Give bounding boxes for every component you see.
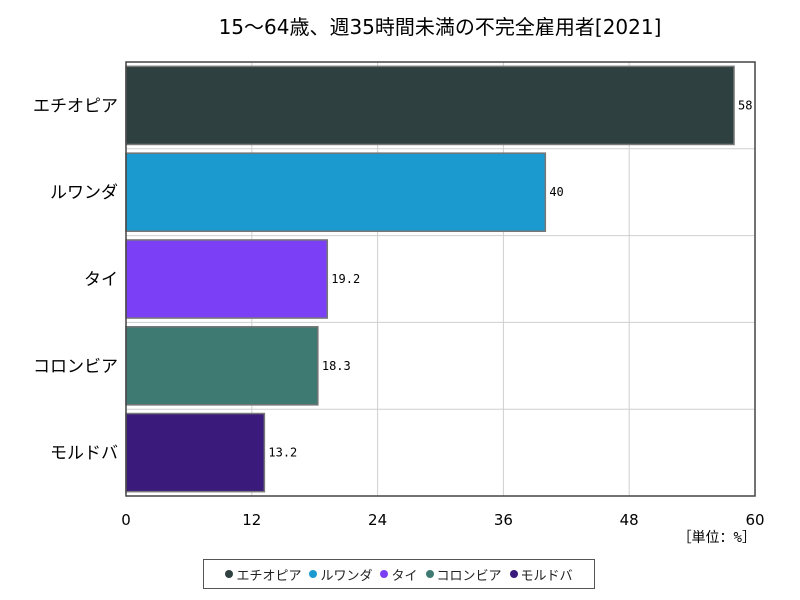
legend-marker [509, 570, 518, 578]
plot-area-border [125, 61, 756, 497]
value-label-5: 13.2 [268, 446, 297, 460]
category-label-1: エチオピア [33, 96, 118, 116]
legend-marker [380, 570, 389, 578]
legend-label: タイ [391, 568, 418, 584]
legend-label: コロンビア [436, 568, 502, 584]
legend-item-5: モルドバ [509, 565, 573, 584]
value-label-3: 19.2 [331, 272, 360, 286]
category-label-5: モルドバ [50, 444, 118, 464]
x-tick-label: 36 [494, 511, 513, 529]
legend-label: モルドバ [520, 568, 573, 584]
legend-item-4: コロンビア [425, 565, 502, 584]
bar-2 [125, 152, 547, 233]
bar-3 [125, 239, 329, 319]
legend-item-1: エチオピア [225, 565, 301, 584]
category-label-2: ルワンダ [50, 183, 118, 203]
legend-marker [225, 570, 234, 578]
x-tick-label: 48 [620, 511, 639, 529]
legend: エチオピア ルワンダ タイ コロンビア モルドバ [203, 559, 595, 589]
x-tick-label: 12 [242, 511, 261, 529]
value-label-1: 58 [738, 98, 752, 112]
value-label-2: 40 [549, 185, 563, 199]
legend-label: ルワンダ [320, 568, 373, 584]
x-tick-label: 60 [745, 511, 764, 529]
legend-item-2: ルワンダ [309, 565, 372, 584]
category-label-3: タイ [84, 270, 118, 290]
x-tick-label: 24 [368, 511, 387, 529]
bars: 58 40 19.2 18.3 13.2 [125, 65, 752, 493]
x-tick-label: 0 [121, 511, 131, 529]
unit-label: ［単位：%］ [678, 530, 756, 546]
legend-marker [425, 570, 434, 578]
bar-1 [125, 65, 735, 146]
legend-marker [309, 570, 318, 578]
chart-title: 15～64歳、週35時間未満の不完全雇用者[2021] [219, 15, 662, 39]
bar-4 [125, 325, 319, 406]
legend-label: エチオピア [236, 568, 302, 584]
bar-5 [125, 412, 266, 493]
legend-item-3: タイ [380, 565, 418, 584]
x-axis-tick-labels: 0 12 24 36 48 60 [121, 511, 764, 529]
category-label-4: コロンビア [33, 357, 118, 377]
value-label-4: 18.3 [322, 359, 351, 373]
